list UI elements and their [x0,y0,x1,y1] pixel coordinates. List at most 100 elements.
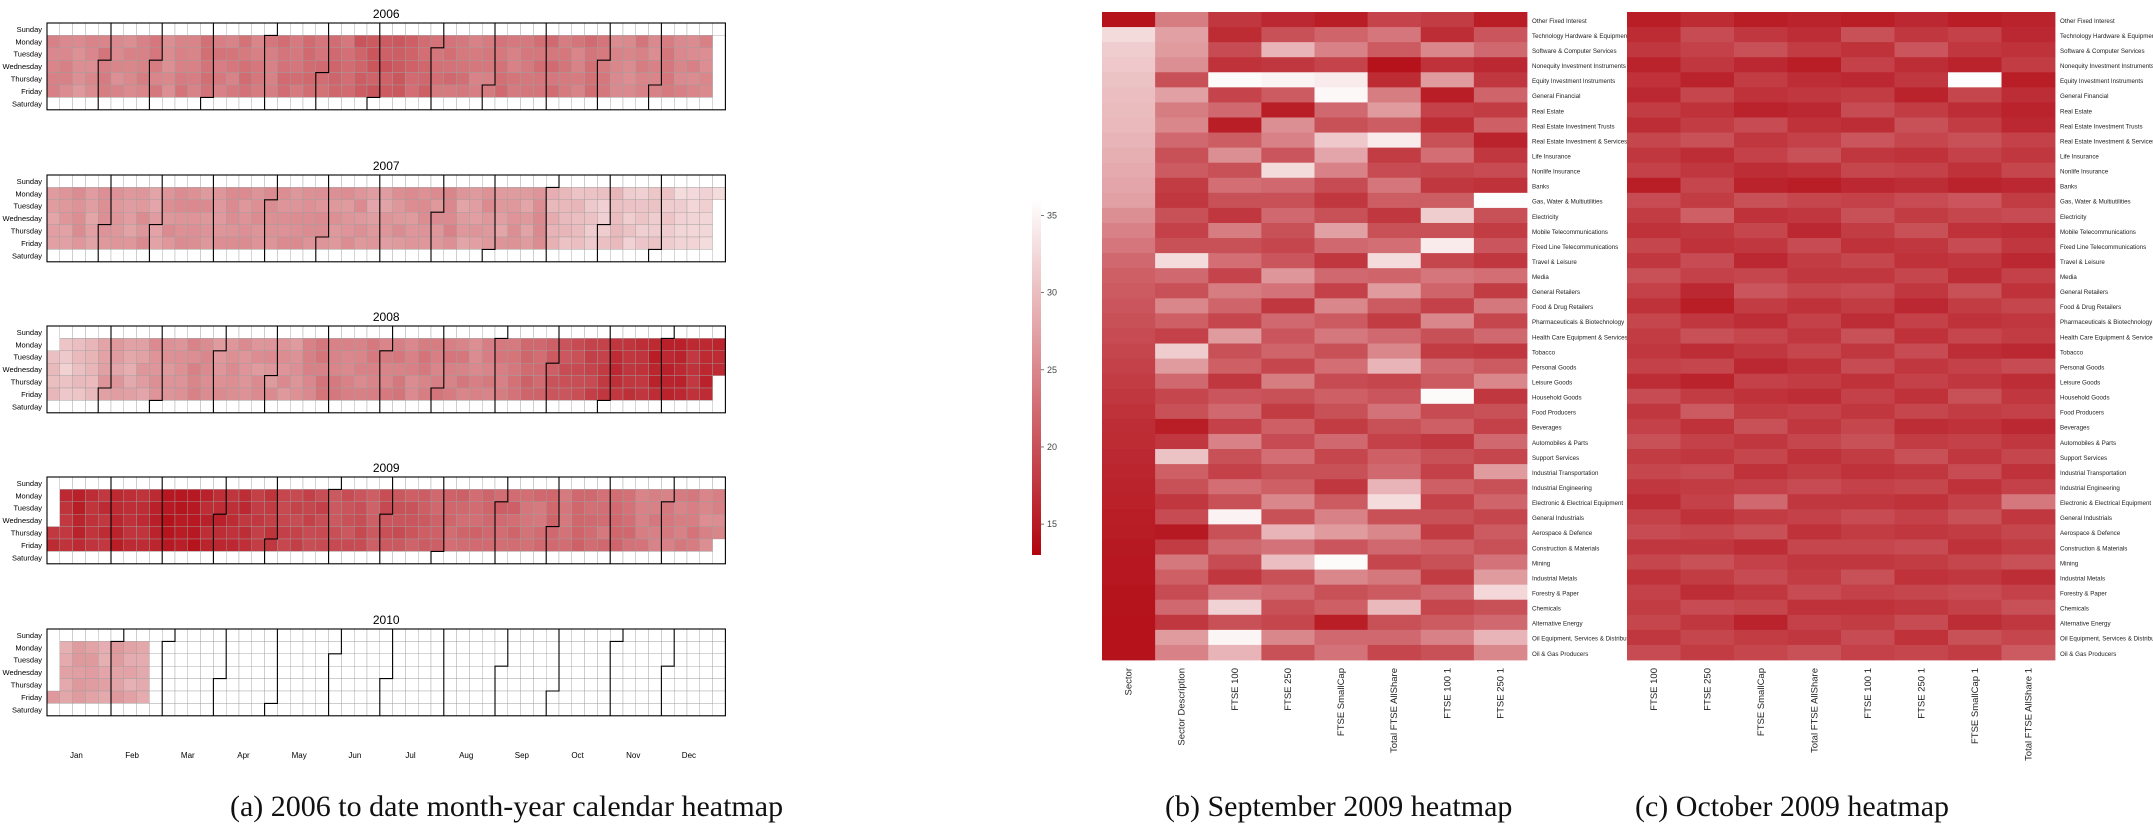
calendar-cell [341,84,355,98]
calendar-cell [136,22,150,36]
heatmap-cell [1102,449,1156,465]
calendar-cell [674,97,688,111]
calendar-cell [341,325,355,339]
heatmap-cell [1261,147,1315,164]
heatmap-cell [1102,494,1156,510]
calendar-cell [622,375,637,389]
calendar-cell [379,224,393,238]
heatmap-cell [1787,539,1842,555]
calendar-cell [97,350,112,364]
calendar-cell [494,363,509,376]
calendar-cell [366,47,381,61]
heatmap-cell [1155,433,1209,450]
heatmap-cell [1420,12,1475,28]
calendar-cell [699,501,713,515]
calendar-cell [584,236,598,250]
calendar-cell [110,72,125,86]
heatmap-cell [2001,599,2056,616]
calendar-cell [110,199,125,213]
weekday-label: Wednesday [3,214,43,223]
calendar-cell [366,476,381,490]
heatmap-cell [1734,283,1788,299]
heatmap-cell [1841,599,1895,616]
calendar-cell [264,678,278,692]
calendar-cell [328,551,342,565]
heatmap-cell [1420,27,1475,43]
calendar-cell [366,678,381,692]
calendar-cell [123,703,137,717]
heatmap-cell [1627,524,1681,540]
heatmap-cell [1627,268,1681,284]
calendar-cell [648,22,662,36]
calendar-cell [46,538,61,552]
calendar-cell [264,375,278,389]
calendar-cell [571,338,585,351]
calendar-cell [507,538,521,552]
calendar-cell [661,249,675,262]
heatmap-cell [1680,373,1735,390]
calendar-cell [533,47,547,61]
calendar-cell [174,641,189,655]
calendar-cell [648,60,662,73]
calendar-cell [59,236,73,250]
calendar-cell [674,47,688,61]
calendar-cell [123,678,137,692]
heatmap-cell [1208,268,1262,284]
heatmap-cell [1102,72,1156,88]
calendar-cell [187,538,201,552]
calendar-cell [149,60,163,73]
calendar-cell [110,249,125,262]
calendar-cell [354,211,368,225]
calendar-cell [85,476,99,490]
calendar-cell [546,501,560,515]
calendar-cell [264,514,278,527]
heatmap-cell [1627,479,1681,495]
calendar-cell [674,703,688,717]
heatmap-cell [1314,57,1369,73]
calendar-cell [187,338,201,351]
heatmap-cell [1208,27,1262,43]
heatmap-cell [1734,132,1788,149]
calendar-cell [213,628,227,642]
calendar-cell [136,538,150,552]
calendar-cell [443,187,457,200]
calendar-cell [277,325,291,339]
heatmap-cell [1894,403,1949,420]
heatmap-cell [1627,328,1681,344]
calendar-cell [366,387,381,401]
calendar-cell [302,375,317,389]
calendar-cell [648,678,662,692]
calendar-cell [712,690,726,704]
calendar-cell [302,666,317,679]
calendar-cell [622,501,637,515]
calendar-cell [520,666,534,679]
calendar-cell [686,47,701,61]
heatmap-cell [1208,117,1262,133]
calendar-cell [187,35,201,49]
row-label: General Industrials [2060,515,2112,522]
heatmap-cell [1473,238,1528,254]
month-boundary [264,23,278,110]
calendar-cell [482,350,496,364]
calendar-cell [699,690,713,704]
heatmap-cell [1627,388,1681,405]
calendar-cell [392,703,406,717]
row-label: Electronic & Electrical Equipment [1532,500,1623,507]
calendar-cell [597,703,611,717]
calendar-cell [699,236,713,250]
heatmap-cell [1155,629,1209,646]
calendar-cell [200,325,214,339]
calendar-cell [174,501,189,515]
heatmap-cell [1367,343,1422,360]
calendar-cell [251,22,265,36]
calendar-cell [418,187,432,200]
calendar-cell [597,551,611,565]
calendar-cell [443,224,457,238]
heatmap-cell [1627,449,1681,465]
calendar-cell [302,678,317,692]
calendar-cell [72,538,86,552]
calendar-cell [661,350,675,364]
calendar-cell [584,60,598,73]
calendar-cell [213,538,227,552]
